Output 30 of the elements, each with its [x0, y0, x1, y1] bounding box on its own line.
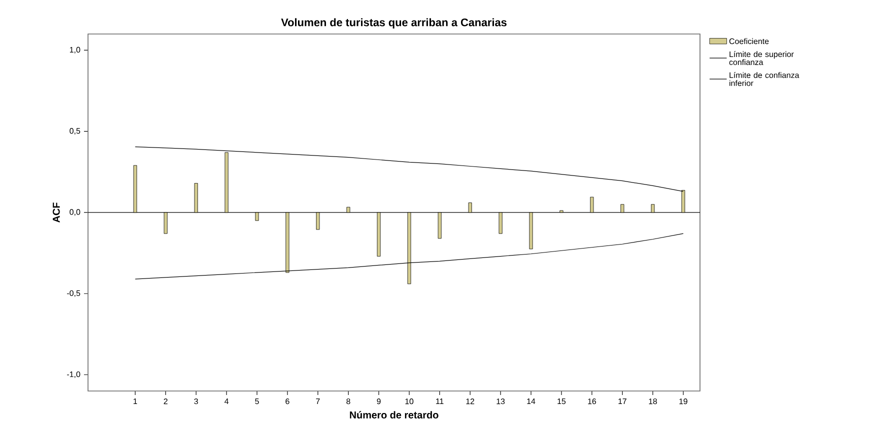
legend-label: Coeficiente [729, 38, 769, 44]
legend-label: Límite de superior confianza [729, 51, 794, 66]
y-tick-label: 0,0 [70, 209, 80, 216]
x-tick-label: 17 [618, 398, 626, 404]
x-tick-label: 4 [224, 398, 229, 404]
x-tick-label: 13 [496, 398, 505, 404]
y-tick-label: -0,5 [67, 290, 80, 297]
x-tick-label: 19 [679, 398, 688, 404]
y-tick-label: 1,0 [70, 46, 80, 54]
x-axis-title: Número de retardo [350, 411, 438, 418]
x-tick-label: 7 [316, 398, 320, 404]
y-axis-title: ACF [52, 202, 60, 223]
x-tick-label: 1 [134, 398, 138, 404]
x-tick-label: 6 [286, 398, 290, 404]
x-tick-label: 11 [436, 398, 444, 404]
y-tick-label: 0,5 [70, 128, 80, 135]
legend-label: Límite de confianza inferior [730, 72, 800, 86]
x-tick-label: 10 [405, 398, 414, 404]
x-tick-label: 8 [346, 398, 350, 404]
x-tick-label: 2 [164, 398, 168, 404]
x-tick-label: 16 [588, 398, 596, 404]
x-tick-label: 18 [648, 398, 657, 404]
x-tick-label: 9 [376, 398, 381, 404]
chart-title: Volumen de turistas que arriban a Canarias [281, 18, 507, 28]
x-tick-label: 3 [194, 398, 198, 404]
x-tick-label: 14 [527, 398, 536, 404]
x-tick-label: 5 [255, 398, 259, 404]
x-tick-label: 15 [558, 398, 566, 404]
x-tick-label: 12 [466, 398, 474, 404]
y-tick-label: -1,0 [67, 371, 80, 378]
